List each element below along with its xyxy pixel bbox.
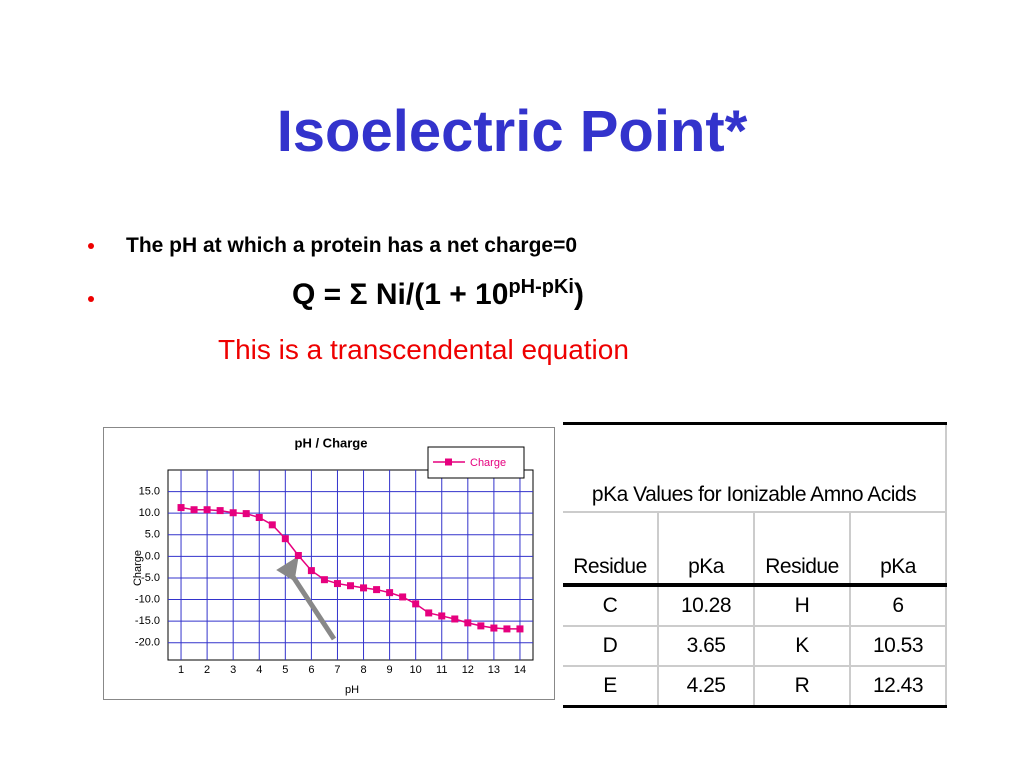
- equation: Q = Σ Ni/(1 + 10pH-pKi): [292, 276, 584, 312]
- header-cell: Residue: [563, 511, 659, 587]
- arrow-head: [276, 555, 299, 582]
- data-point: [399, 593, 407, 601]
- bullet-text: The pH at which a protein has a net char…: [126, 234, 578, 257]
- x-tick-label: 5: [282, 664, 288, 676]
- data-point: [412, 600, 420, 608]
- x-tick-label: 8: [360, 664, 366, 676]
- data-point: [373, 586, 381, 594]
- y-tick-label: -20.0: [135, 637, 160, 649]
- data-point: [425, 609, 433, 617]
- equation-exponent: pH-pKi: [508, 276, 574, 298]
- data-point: [503, 625, 511, 633]
- equation-main: Q = Σ Ni/(1 + 10: [292, 278, 509, 311]
- cell: C: [563, 584, 659, 627]
- table-title: pKa Values for Ionizable Amno Acids: [563, 422, 947, 513]
- cell: 6: [849, 584, 947, 627]
- arrow: [287, 570, 337, 641]
- header-cell: pKa: [657, 511, 755, 587]
- data-point: [242, 510, 250, 518]
- y-tick-label: 10.0: [139, 507, 160, 519]
- chart: pH / Charge pH Charge 15.0 10.0 5.0 0.0 -5.0…: [103, 427, 555, 700]
- y-tick-label: -15.0: [135, 615, 160, 627]
- data-point: [451, 615, 459, 623]
- x-tick-label: 14: [514, 664, 526, 676]
- header-cell: Residue: [753, 511, 851, 587]
- slide-title: Isoelectric Point*: [276, 99, 748, 164]
- data-point: [177, 504, 185, 512]
- x-tick-label: 7: [334, 664, 340, 676]
- x-tick-label: 1: [178, 664, 184, 676]
- cell: 10.53: [849, 625, 947, 667]
- cell: H: [753, 584, 851, 627]
- data-point: [229, 509, 237, 517]
- data-point: [190, 506, 198, 514]
- cell: 3.65: [657, 625, 755, 667]
- plot-area: [167, 469, 534, 661]
- legend-marker: [445, 458, 452, 466]
- cell: D: [563, 625, 659, 667]
- equation-close: ): [573, 278, 584, 311]
- cell: K: [753, 625, 851, 667]
- data-point: [386, 589, 394, 597]
- x-axis-label: pH: [345, 684, 359, 696]
- legend-label: Charge: [470, 457, 506, 469]
- cell: 4.25: [657, 665, 755, 708]
- data-point: [516, 625, 524, 633]
- bullet-marker: [88, 296, 94, 302]
- x-tick-label: 6: [308, 664, 314, 676]
- data-point: [477, 622, 485, 630]
- data-point: [320, 576, 328, 584]
- pka-table: pKa Values for Ionizable Amno Acids Resi…: [563, 422, 947, 708]
- data-point: [203, 506, 211, 514]
- y-tick-label: 0.0: [145, 550, 160, 562]
- data-point: [294, 552, 302, 559]
- cell: R: [753, 665, 851, 708]
- data-point: [490, 624, 498, 632]
- cell: 10.28: [657, 584, 755, 627]
- data-point: [216, 507, 224, 515]
- chart-title: pH / Charge: [295, 435, 368, 450]
- data-point: [268, 521, 276, 529]
- y-tick-label: 15.0: [139, 485, 160, 497]
- data-point: [464, 619, 472, 627]
- data-point: [255, 514, 263, 521]
- x-tick-label: 11: [436, 664, 447, 676]
- y-tick-label: -10.0: [135, 593, 160, 605]
- y-axis-label: Charge: [132, 550, 144, 586]
- data-point: [333, 580, 341, 588]
- data-point: [438, 612, 446, 620]
- data-point: [347, 582, 354, 590]
- y-tick-label: -5.0: [141, 572, 160, 584]
- cell: E: [563, 665, 659, 708]
- x-tick-label: 13: [488, 664, 500, 676]
- x-tick-label: 4: [256, 664, 262, 676]
- x-tick-label: 9: [387, 664, 393, 676]
- note: This is a transcendental equation: [218, 334, 629, 365]
- bullet-marker: [88, 243, 94, 249]
- x-tick-label: 10: [410, 664, 422, 676]
- data-point: [307, 567, 315, 575]
- y-tick-label: 5.0: [145, 529, 160, 541]
- x-tick-label: 3: [230, 664, 236, 676]
- data-point: [281, 535, 289, 543]
- cell: 12.43: [849, 665, 947, 708]
- x-tick-label: 2: [204, 664, 210, 676]
- x-tick-label: 12: [462, 664, 474, 676]
- header-cell: pKa: [849, 511, 947, 587]
- data-point: [360, 584, 368, 592]
